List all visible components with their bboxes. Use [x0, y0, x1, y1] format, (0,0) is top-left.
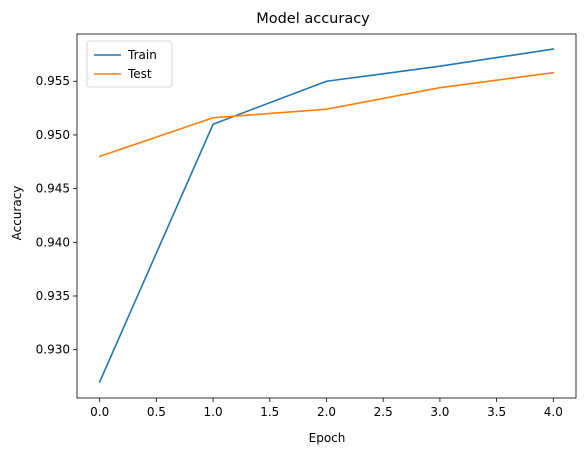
y-tick-label: 0.955 — [36, 74, 70, 88]
x-tick-label: 2.5 — [374, 405, 393, 419]
y-tick-label: 0.930 — [36, 343, 70, 357]
series-line-train — [98, 48, 555, 383]
y-tick-label: 0.935 — [36, 289, 70, 303]
legend-label-train: Train — [127, 48, 157, 62]
x-tick-label: 1.0 — [204, 405, 223, 419]
y-tick-label: 0.940 — [36, 235, 70, 249]
chart-title: Model accuracy — [256, 11, 370, 27]
legend-label-test: Test — [127, 67, 152, 81]
x-tick-label: 2.0 — [317, 405, 336, 419]
legend: Train Test — [86, 40, 173, 88]
x-tick-label: 3.5 — [487, 405, 506, 419]
x-tick-label: 3.0 — [430, 405, 449, 419]
y-axis-label: Accuracy — [10, 186, 24, 241]
legend-box — [86, 40, 173, 88]
x-tick-label: 4.0 — [544, 405, 563, 419]
plot-area: 0.0 0.5 1.0 1.5 2.0 2.5 3.0 3.5 4.0 0.930 0.935 0.9… — [36, 33, 577, 419]
x-tick-label: 1.5 — [260, 405, 279, 419]
x-axis-label: Epoch — [309, 431, 346, 445]
x-tick-label: 0.0 — [90, 405, 109, 419]
y-tick-label: 0.950 — [36, 128, 70, 142]
y-tick-label: 0.945 — [36, 182, 70, 196]
series-line-test — [98, 71, 555, 158]
x-tick-label: 0.5 — [147, 405, 166, 419]
